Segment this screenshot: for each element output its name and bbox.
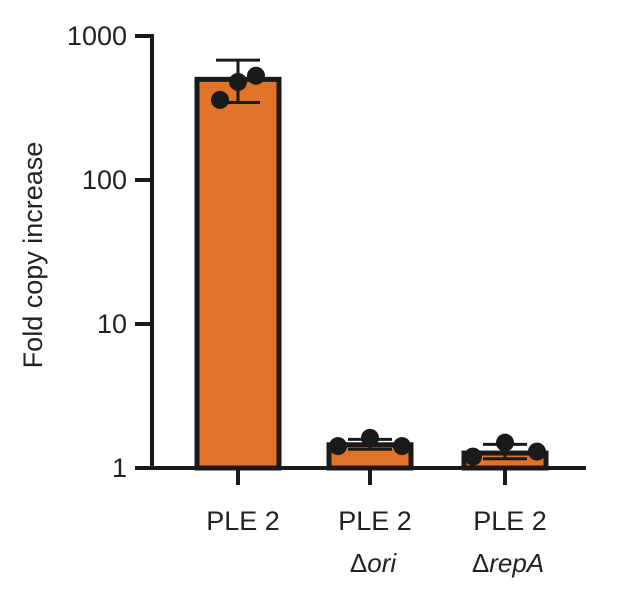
bars [194, 76, 549, 471]
y-tick-label: 1000 [67, 21, 127, 51]
y-tick-label: 1 [112, 453, 127, 483]
delta-symbol: Δ [350, 548, 367, 578]
data-point [361, 428, 379, 447]
y-axis-label: Fold copy increase [18, 142, 48, 369]
mutation-name: repA [489, 548, 544, 578]
data-point [393, 437, 411, 456]
labels: Fold copy increase 1 10 100 1000 PLE 2 PLE 2 Δ… [18, 21, 547, 578]
data-point [329, 437, 347, 456]
bar [194, 76, 282, 471]
data-point [211, 90, 229, 109]
x-tick-label: PLE 2 [338, 506, 412, 536]
mutation-name: ori [367, 548, 397, 578]
x-tick-sublabel: ΔrepA [472, 548, 544, 578]
y-tick-label: 10 [97, 309, 127, 339]
data-point [496, 433, 514, 452]
x-tick-label: PLE 2 [206, 506, 280, 536]
data-point [229, 72, 247, 91]
x-tick-sublabel: Δori [350, 548, 397, 578]
data-point [247, 66, 265, 85]
data-point [528, 442, 546, 461]
data-point [464, 447, 482, 466]
x-tick-label: PLE 2 [473, 506, 547, 536]
data-points [211, 66, 546, 466]
delta-symbol: Δ [472, 548, 489, 578]
y-tick-label: 100 [82, 165, 127, 195]
